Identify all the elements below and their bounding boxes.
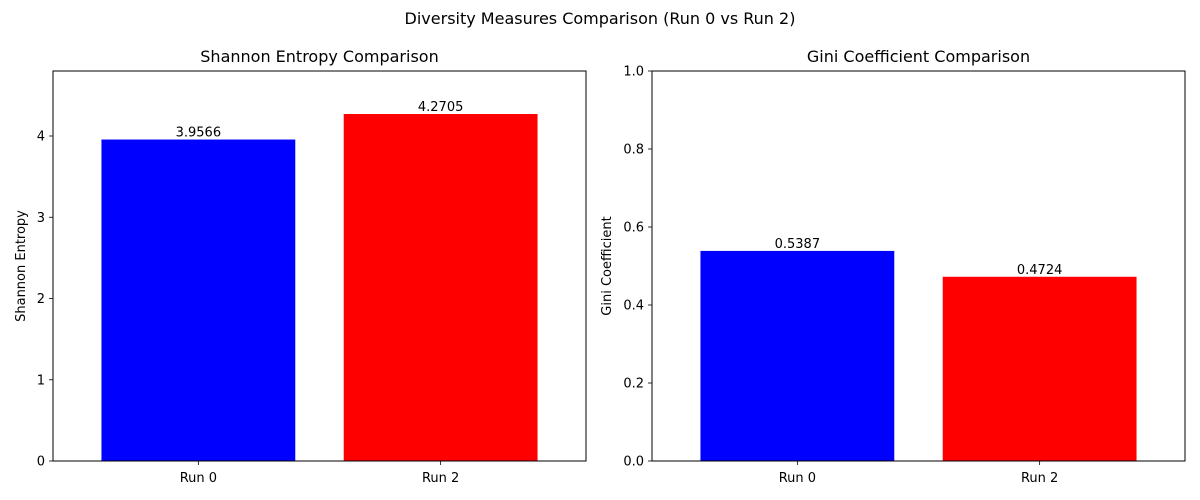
shannon-y-tick-label: 4	[37, 130, 45, 145]
shannon-value-label: 4.2705	[418, 100, 464, 115]
gini-x-tick-label: Run 2	[1021, 471, 1058, 486]
shannon-y-axis-label: Shannon Entropy	[14, 210, 29, 322]
gini-y-tick-label: 0.6	[623, 221, 644, 236]
gini-value-label: 0.5387	[775, 237, 821, 252]
gini-axes-frame	[651, 70, 1186, 462]
shannon-value-label: 3.9566	[176, 126, 222, 141]
figure-suptitle: Diversity Measures Comparison (Run 0 vs …	[405, 9, 796, 28]
gini-y-axis-label: Gini Coefficient	[600, 216, 615, 315]
gini-y-tick-label: 0.4	[623, 299, 644, 314]
shannon-bar-run-2	[343, 114, 538, 461]
gini-y-tick-label: 0.8	[623, 143, 644, 158]
gini-y-tick-label: 0.0	[623, 455, 644, 470]
gini-y-tick-label: 0.2	[623, 377, 644, 392]
gini-y-tick-label: 1.0	[623, 65, 644, 80]
shannon-y-tick-label: 1	[37, 373, 45, 388]
chart-gini-coefficient: Gini Coefficient Comparison 0.5387 Run 0 0.…	[600, 47, 1186, 486]
shannon-bar-run-0	[101, 139, 296, 461]
gini-bar-run-0	[700, 250, 895, 461]
shannon-x-tick-label: Run 0	[180, 471, 217, 486]
gini-x-tick-label: Run 0	[779, 471, 816, 486]
chart-shannon-entropy: Shannon Entropy Comparison 3.9566 Run 0 4.2…	[14, 47, 587, 486]
shannon-axes-frame	[52, 70, 587, 462]
gini-bar-run-2	[942, 276, 1137, 461]
shannon-y-tick-label: 2	[37, 292, 45, 307]
gini-value-label: 0.4724	[1017, 263, 1063, 278]
gini-chart-title: Gini Coefficient Comparison	[807, 47, 1030, 66]
shannon-x-tick-label: Run 2	[422, 471, 459, 486]
shannon-y-tick-label: 0	[37, 455, 45, 470]
shannon-chart-title: Shannon Entropy Comparison	[200, 47, 438, 66]
shannon-y-tick-label: 3	[37, 211, 45, 226]
